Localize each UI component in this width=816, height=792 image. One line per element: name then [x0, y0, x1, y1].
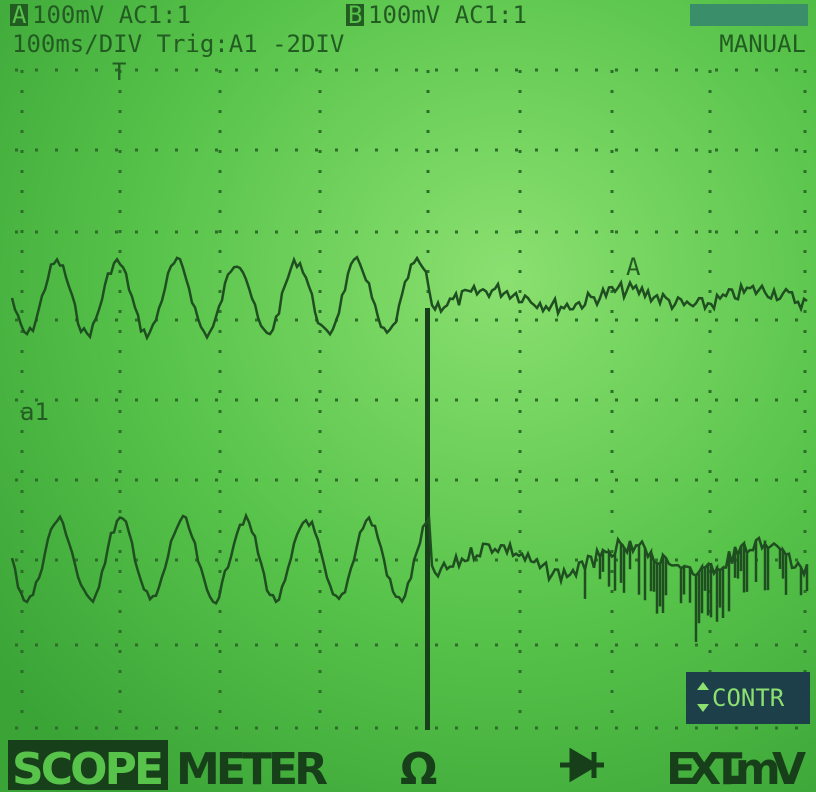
menu-meter[interactable]: METER: [176, 744, 328, 792]
trace-a1-marker: a1: [20, 398, 49, 426]
menu-scope[interactable]: SCOPE: [12, 744, 164, 792]
contrast-label: CONTR: [712, 684, 785, 712]
channel-b-id: B: [348, 1, 362, 29]
mode-indicator: [690, 4, 808, 26]
mode: MANUAL: [719, 30, 806, 58]
timebase: 100ms/DIV Trig:A1 -2DIV: [12, 30, 344, 58]
channel-a-setting: 100mV AC1:1: [32, 1, 191, 29]
trigger-marker: T: [112, 58, 126, 86]
scope-screen: A 100mV AC1:1 B 100mV AC1:1 100ms/DIV Tr…: [0, 0, 816, 792]
trace-a-marker: A: [626, 253, 641, 281]
page: A 100mV AC1:1 B 100mV AC1:1 100ms/DIV Tr…: [0, 0, 816, 792]
channel-a-id: A: [12, 1, 27, 29]
menu-ext-mv[interactable]: EXT.mV: [666, 744, 806, 792]
menu-ohm[interactable]: Ω: [400, 744, 437, 792]
channel-b-setting: 100mV AC1:1: [368, 1, 527, 29]
